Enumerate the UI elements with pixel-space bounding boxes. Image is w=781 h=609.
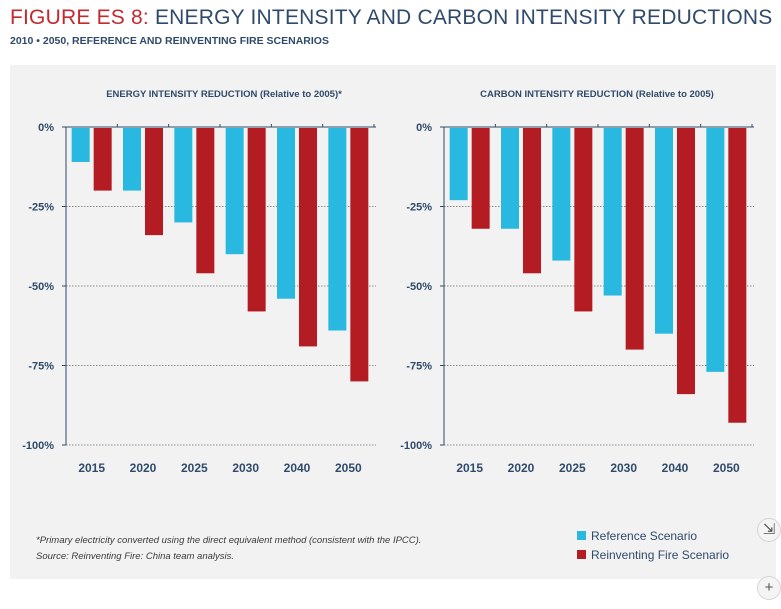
legend-label-reference: Reference Scenario [591, 528, 698, 543]
energy-bar-reinventing-2020 [145, 128, 163, 236]
energy-bar-reinventing-2030 [247, 128, 266, 312]
carbon-bar-reference-2015 [449, 128, 468, 201]
figure-subtitle: 2010 • 2050, REFERENCE AND REINVENTING F… [10, 35, 329, 47]
collapse-button[interactable]: ⇲ [757, 518, 781, 542]
carbon-bar-reinventing-2025 [574, 128, 593, 312]
footnote-method: *Primary electricity converted using the… [36, 535, 422, 546]
energy-bar-reference-2020 [123, 128, 141, 191]
energy-bar-reference-2050 [328, 128, 347, 331]
figure-title: FIGURE ES 8: ENERGY INTENSITY AND CARBON… [10, 6, 773, 30]
legend-item-reference: Reference Scenario [577, 526, 729, 545]
carbon-bar-reinventing-2030 [625, 128, 644, 350]
carbon-x-tick-label: 2025 [559, 461, 586, 475]
legend-swatch-reinventing [577, 550, 586, 559]
energy-y-tick-label: 0% [38, 122, 54, 134]
energy-bar-reference-2040 [277, 128, 295, 299]
energy-bar-reference-2015 [71, 128, 90, 162]
carbon-bar-reference-2050 [706, 128, 725, 372]
energy-x-tick-label: 2015 [78, 461, 105, 475]
plus-icon: + [764, 579, 774, 596]
carbon-chart-title: CARBON INTENSITY REDUCTION (Relative to … [480, 89, 714, 100]
carbon-bar-reinventing-2050 [728, 128, 747, 423]
carbon-y-tick-label: -75% [406, 361, 432, 373]
energy-bar-reference-2030 [225, 128, 244, 255]
energy-y-tick-label: -25% [28, 202, 54, 214]
energy-x-tick-label: 2040 [284, 461, 311, 475]
energy-y-tick-label: -75% [28, 361, 54, 373]
carbon-y-tick-label: -25% [406, 202, 432, 214]
carbon-bar-reference-2020 [501, 128, 519, 229]
carbon-bar-reinventing-2015 [471, 128, 490, 229]
legend-swatch-reference [577, 531, 586, 540]
footnote-source: Source: Reinventing Fire: China team ana… [36, 551, 235, 562]
carbon-x-tick-label: 2015 [456, 461, 483, 475]
footnote: *Primary electricity converted using the… [36, 533, 421, 565]
collapse-icon: ⇲ [762, 521, 776, 538]
figure-title-main: ENERGY INTENSITY AND CARBON INTENSITY RE… [148, 6, 773, 29]
legend: Reference Scenario Reinventing Fire Scen… [577, 526, 729, 564]
carbon-bar-reference-2030 [603, 128, 622, 296]
legend-item-reinventing: Reinventing Fire Scenario [577, 545, 729, 564]
energy-x-tick-label: 2050 [335, 461, 362, 475]
energy-bar-reinventing-2040 [299, 128, 317, 347]
add-button[interactable]: + [757, 576, 781, 600]
energy-chart-title: ENERGY INTENSITY REDUCTION (Relative to … [106, 89, 342, 100]
carbon-bar-reinventing-2020 [523, 128, 541, 274]
carbon-y-tick-label: -100% [400, 440, 432, 452]
energy-y-tick-label: -100% [22, 440, 54, 452]
carbon-y-tick-label: 0% [416, 122, 432, 134]
carbon-x-tick-label: 2050 [713, 461, 740, 475]
energy-x-tick-label: 2020 [130, 461, 157, 475]
energy-x-tick-label: 2030 [232, 461, 259, 475]
carbon-bar-reference-2040 [655, 128, 673, 334]
energy-bar-reinventing-2015 [93, 128, 112, 191]
carbon-x-tick-label: 2030 [610, 461, 637, 475]
energy-x-tick-label: 2025 [181, 461, 208, 475]
carbon-bar-reinventing-2040 [677, 128, 695, 395]
legend-label-reinventing: Reinventing Fire Scenario [591, 547, 730, 562]
carbon-x-tick-label: 2020 [508, 461, 535, 475]
carbon-y-tick-label: -50% [406, 281, 432, 293]
carbon-x-tick-label: 2040 [662, 461, 689, 475]
energy-bar-reinventing-2050 [350, 128, 369, 382]
energy-bar-reinventing-2025 [196, 128, 215, 274]
figure-title-prefix: FIGURE ES 8: [10, 6, 149, 29]
energy-y-tick-label: -50% [28, 281, 54, 293]
carbon-bar-reference-2025 [552, 128, 571, 261]
energy-bar-reference-2025 [174, 128, 193, 223]
